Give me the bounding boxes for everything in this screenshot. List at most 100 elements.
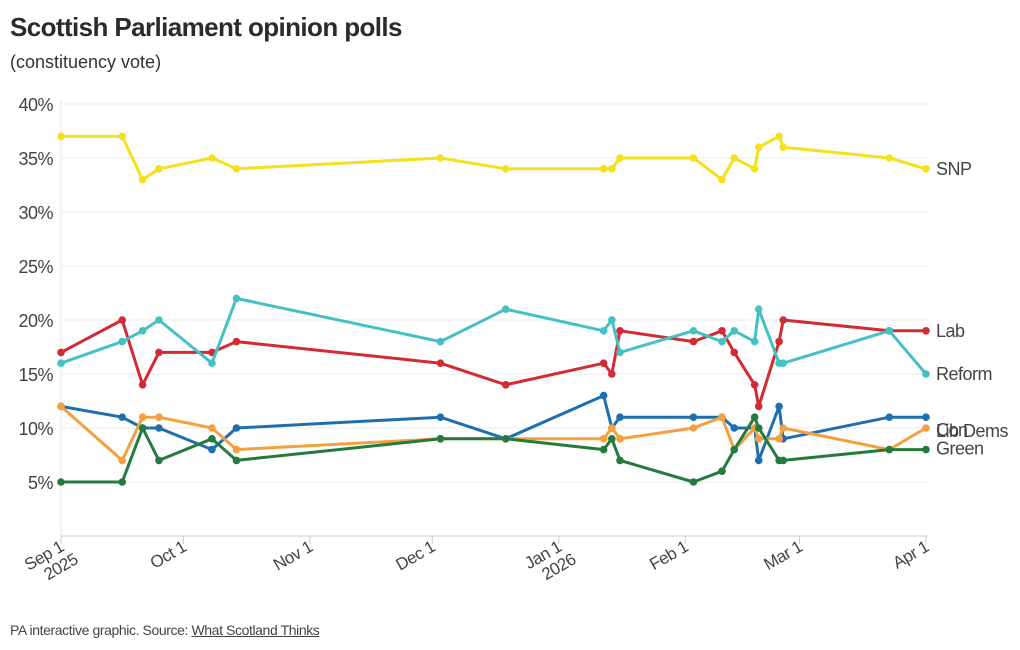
data-point — [730, 348, 739, 357]
y-tick-label: 30% — [18, 203, 53, 223]
series-label: Lib Dems — [936, 421, 1009, 441]
data-point — [689, 478, 698, 486]
data-point — [922, 327, 930, 335]
data-point — [155, 456, 163, 465]
data-point — [436, 413, 445, 422]
data-point — [689, 413, 698, 422]
data-point — [754, 456, 763, 465]
gridlines — [61, 103, 928, 483]
data-point — [118, 316, 127, 324]
series-snp — [57, 132, 930, 184]
data-point — [436, 337, 445, 346]
chart-footer: PA interactive graphic. Source: What Sco… — [10, 622, 320, 638]
data-point — [616, 348, 624, 357]
data-point — [922, 413, 930, 422]
data-point — [208, 424, 216, 432]
data-point — [599, 445, 608, 454]
data-point — [779, 359, 787, 368]
data-point — [730, 445, 739, 454]
y-tick-label: 40% — [18, 95, 53, 115]
data-point — [754, 424, 763, 432]
data-point — [718, 337, 726, 346]
series-lab — [57, 316, 930, 411]
data-point — [775, 435, 783, 443]
data-point — [718, 175, 726, 184]
data-point — [501, 435, 510, 443]
data-point — [754, 305, 763, 314]
data-point — [232, 337, 241, 346]
source-link[interactable]: What Scotland Thinks — [191, 622, 320, 638]
data-point — [689, 424, 698, 432]
data-point — [155, 424, 163, 432]
x-tick-label: Nov 1 — [270, 537, 316, 574]
data-point — [754, 435, 763, 443]
series-label: SNP — [936, 159, 972, 179]
series-line — [59, 318, 928, 408]
data-point — [118, 478, 127, 486]
data-point — [138, 413, 147, 422]
data-point — [616, 456, 624, 465]
data-point — [436, 359, 445, 368]
series-label: Reform — [936, 364, 992, 384]
data-point — [779, 424, 787, 432]
data-point — [608, 424, 616, 432]
series-line — [59, 415, 928, 484]
data-point — [730, 154, 739, 162]
data-point — [750, 337, 759, 346]
data-point — [232, 294, 241, 303]
y-tick-label: 25% — [18, 257, 53, 277]
data-point — [232, 445, 241, 454]
data-point — [118, 132, 127, 141]
data-point — [138, 175, 147, 184]
y-tick-label: 5% — [28, 473, 54, 493]
data-point — [689, 154, 698, 162]
series-line — [59, 296, 928, 376]
series-line — [59, 394, 928, 462]
y-axis: 5% 10% 15% 20% 25% 30% 35% 40% — [18, 95, 62, 536]
data-point — [616, 413, 624, 422]
x-tick-label: Feb 1 — [646, 537, 691, 574]
data-point — [118, 456, 127, 465]
data-point — [922, 370, 930, 378]
data-point — [608, 316, 616, 324]
data-point — [616, 154, 624, 162]
data-point — [885, 413, 894, 422]
data-point — [436, 154, 445, 162]
data-point — [599, 165, 608, 173]
data-point — [57, 402, 65, 411]
data-point — [750, 413, 759, 422]
data-point — [779, 456, 787, 465]
y-tick-label: 10% — [18, 419, 53, 439]
data-point — [155, 316, 163, 324]
data-point — [730, 327, 739, 335]
data-point — [779, 316, 787, 324]
x-tick-label: Dec 1 — [392, 537, 438, 574]
data-point — [208, 359, 216, 368]
data-point — [501, 305, 510, 314]
data-point — [57, 359, 65, 368]
x-tick-label-group: Dec 1 — [392, 537, 438, 574]
data-point — [750, 381, 759, 389]
data-point — [599, 359, 608, 368]
data-point — [232, 165, 241, 173]
series-reform — [57, 294, 930, 378]
data-point — [750, 165, 759, 173]
data-point — [718, 467, 726, 476]
data-point — [775, 132, 783, 141]
data-point — [730, 424, 739, 432]
data-point — [118, 337, 127, 346]
data-point — [118, 413, 127, 422]
data-point — [718, 327, 726, 335]
data-point — [232, 424, 241, 432]
data-point — [57, 348, 65, 357]
data-point — [436, 435, 445, 443]
series-con — [57, 391, 930, 465]
series-green — [57, 413, 930, 486]
data-point — [208, 445, 216, 454]
data-point — [885, 445, 894, 454]
data-point — [599, 391, 608, 400]
data-point — [608, 370, 616, 378]
